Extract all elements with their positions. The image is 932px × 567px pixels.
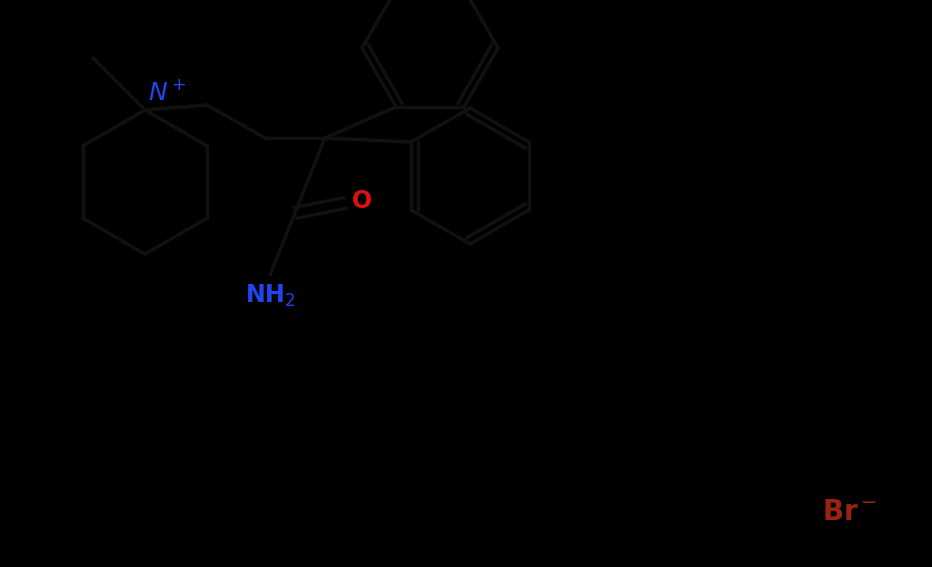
Text: Br$^-$: Br$^-$	[822, 498, 878, 526]
Text: O: O	[352, 189, 372, 213]
Text: NH$_2$: NH$_2$	[245, 283, 295, 309]
Text: $N^+$: $N^+$	[148, 80, 186, 105]
